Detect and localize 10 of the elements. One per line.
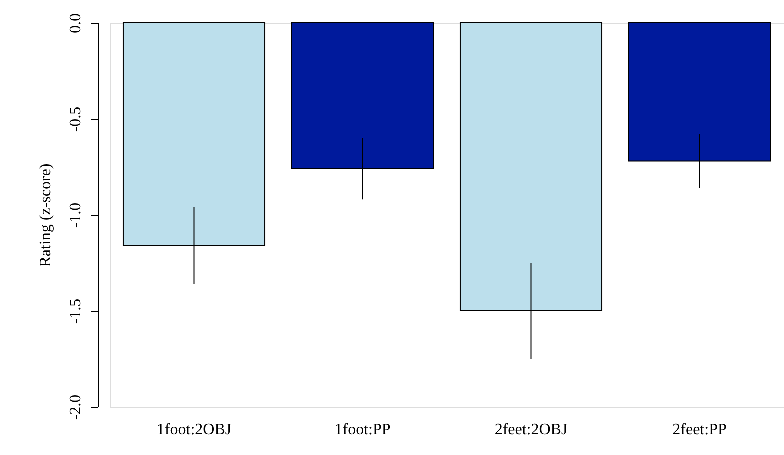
x-tick-label: 2feet:PP	[672, 422, 727, 438]
y-tick-label: -1.0	[68, 202, 84, 228]
y-tick-label: -0.5	[68, 106, 84, 132]
y-tick-label: -2.0	[68, 394, 84, 420]
x-tick-label: 1foot:PP	[334, 422, 391, 438]
y-axis-title: Rating (z-score)	[38, 164, 54, 268]
y-tick-label: 0.0	[68, 14, 84, 34]
x-tick-label: 2feet:2OBJ	[494, 422, 568, 438]
y-tick-label: -1.5	[68, 298, 84, 324]
x-tick-label: 1foot:2OBJ	[156, 422, 232, 438]
